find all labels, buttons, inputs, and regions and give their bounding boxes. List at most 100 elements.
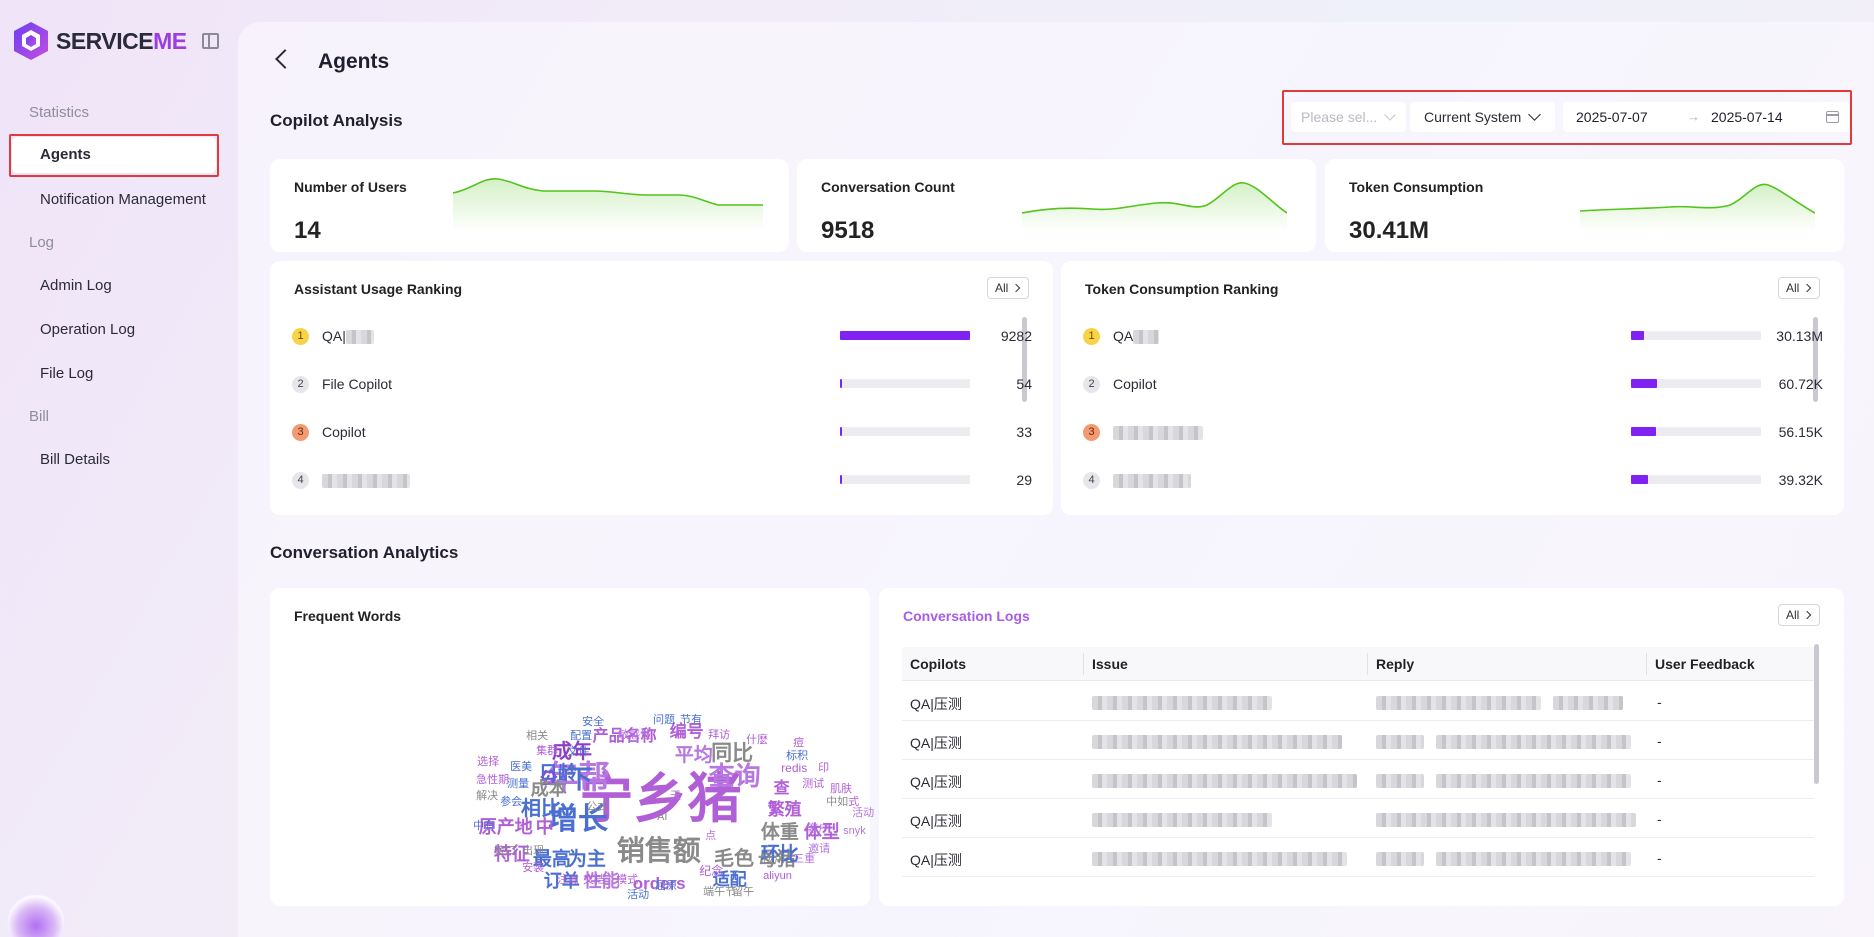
reply-cell (1376, 772, 1631, 789)
page-title: Agents (318, 50, 390, 73)
ranking-row[interactable]: 1 QA| 9282 (292, 327, 1075, 347)
ranking-row[interactable]: 1 QA 30.13M (1083, 327, 1866, 347)
usage-bar (1631, 475, 1761, 484)
sparkline-users (453, 178, 763, 231)
assistant-name: Copilot (1113, 376, 1157, 392)
word-cloud-word: 繁殖 (767, 799, 802, 819)
table-row[interactable]: QA|压测 - (902, 838, 1814, 877)
kpi-value: 14 (294, 217, 321, 244)
ranking-value: 54 (1016, 376, 1032, 392)
word-cloud-word: 医美 (510, 760, 533, 773)
feedback-cell: - (1657, 772, 1662, 788)
date-start[interactable]: 2025-07-07 (1576, 109, 1648, 125)
assistant-name (1113, 424, 1203, 441)
ranking-row[interactable]: 3 56.15K (1083, 423, 1866, 443)
table-row[interactable]: QA|压测 - (902, 799, 1814, 838)
section-title-copilot-analysis: Copilot Analysis (270, 111, 403, 130)
word-cloud-word: 为主 (567, 848, 606, 870)
all-button[interactable]: All (1778, 604, 1820, 626)
word-cloud-word: 中 (535, 817, 554, 838)
scrollbar[interactable] (1022, 317, 1027, 402)
word-cloud-word: 公式 (586, 800, 609, 813)
nav-group-statistics: Statistics (29, 104, 90, 121)
ranking-row[interactable]: 2 Copilot 60.72K (1083, 375, 1866, 395)
word-cloud-word: 什麽 (746, 733, 769, 746)
date-range-picker[interactable]: 2025-07-07 → 2025-07-14 (1563, 102, 1849, 132)
word-cloud-word: 最高 (532, 848, 571, 870)
word-cloud: 宁乡猪 年帮 增长 销售额 查询 成年 日龄下公 同比 相比 成本 原产地中特征 最高 为主 订单 性能 or… (270, 588, 874, 906)
word-cloud-word: 活动 (852, 806, 875, 819)
sidebar-item-admin-log[interactable]: Admin Log (40, 277, 112, 294)
redacted-text (322, 474, 410, 489)
brand-logo[interactable]: SERVICEME (12, 20, 187, 62)
usage-bar-fill (1631, 475, 1648, 484)
word-cloud-word: 肌肤 (830, 782, 853, 795)
word-cloud-word: AI (657, 810, 668, 823)
table-row[interactable]: QA|压测 - (902, 682, 1814, 721)
kpi-value: 9518 (821, 217, 875, 244)
highlight-box-filters (1282, 90, 1852, 145)
redacted-text (1092, 774, 1357, 789)
ranking-row[interactable]: 2 File Copilot 54 (292, 375, 1075, 395)
word-cloud-word: 查 (773, 780, 790, 798)
usage-bar (1631, 427, 1761, 436)
ranking-row[interactable]: 4 39.32K (1083, 471, 1866, 491)
scrollbar[interactable] (1813, 317, 1818, 402)
word-cloud-word: 屈原 (655, 879, 678, 892)
card-title[interactable]: Conversation Logs (903, 608, 1030, 624)
ranking-value: 9282 (1000, 328, 1032, 344)
ranking-value: 39.32K (1778, 472, 1823, 488)
sidebar-item-operation-log[interactable]: Operation Log (40, 321, 136, 338)
scrollbar[interactable] (1814, 644, 1819, 784)
word-cloud-word: 订单 (543, 871, 580, 892)
issue-cell (1092, 733, 1342, 750)
system-select[interactable]: Current System (1410, 102, 1555, 132)
sidebar-item-bill-details[interactable]: Bill Details (40, 451, 111, 468)
chevron-right-icon (1011, 283, 1021, 293)
word-cloud-word: 中如 (826, 795, 849, 808)
sidebar-item-agents[interactable]: Agents (12, 137, 216, 173)
word-cloud-word: 参会 (500, 795, 523, 808)
redacted-text (1553, 696, 1623, 711)
table-row[interactable]: QA|压测 - (902, 760, 1814, 799)
kpi-card-conversations: Conversation Count 9518 (797, 159, 1316, 252)
ranking-value: 30.13M (1776, 328, 1823, 344)
ranking-row[interactable]: 4 29 (292, 471, 1075, 491)
word-cloud-word: 性能 (583, 871, 620, 892)
assistant-usage-ranking-card: Assistant Usage Ranking All 1 QA| 9282 2 Fil… (270, 261, 1053, 515)
word-cloud-word: 留午 (732, 885, 755, 898)
usage-bar (840, 379, 970, 388)
assistant-name (322, 472, 410, 489)
word-cloud-word: 应用 (763, 852, 786, 865)
assistant-bubble-icon[interactable] (6, 893, 66, 937)
word-cloud-word: snyk (843, 824, 866, 837)
redacted-text (1436, 774, 1631, 789)
table-row[interactable]: QA|压测 - (902, 721, 1814, 760)
all-button[interactable]: All (987, 277, 1029, 299)
assistant-name: QA (1113, 328, 1160, 345)
nav-group-bill: Bill (29, 408, 50, 425)
word-cloud-word: 选择 (477, 755, 500, 768)
usage-bar (1631, 331, 1761, 340)
agent-select[interactable]: Please sel... (1291, 102, 1406, 132)
nav-group-log: Log (29, 234, 55, 251)
section-title-conversation-analytics: Conversation Analytics (270, 543, 459, 562)
word-cloud-word: 标积 (786, 749, 809, 762)
word-cloud-word: 配置 (570, 729, 593, 742)
ranking-value: 60.72K (1778, 376, 1823, 392)
sidebar-collapse-icon[interactable] (202, 33, 219, 49)
column-header-reply: Reply (1376, 656, 1415, 672)
word-cloud-word: 安装 (522, 861, 545, 874)
date-range-arrow-icon: → (1687, 109, 1700, 124)
rank-badge: 3 (292, 424, 309, 441)
word-cloud-word: 适配 (712, 869, 747, 889)
all-button[interactable]: All (1778, 277, 1820, 299)
word-cloud-word: 年帮 (546, 759, 611, 796)
word-cloud-word: 特征 (493, 844, 530, 865)
sidebar-item-notification-management[interactable]: Notification Management (40, 191, 206, 208)
usage-bar-fill (840, 331, 970, 340)
ranking-row[interactable]: 3 Copilot 33 (292, 423, 1075, 443)
sidebar-item-file-log[interactable]: File Log (40, 365, 94, 382)
date-end[interactable]: 2025-07-14 (1711, 109, 1783, 125)
word-cloud-word: 体重 (760, 821, 799, 843)
